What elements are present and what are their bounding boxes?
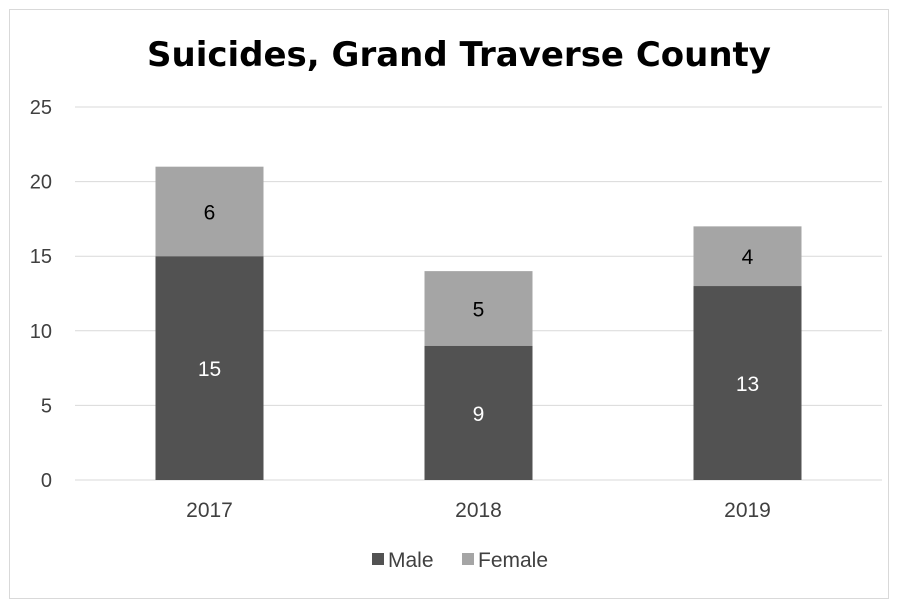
legend-label-female: Female <box>478 549 548 572</box>
bar-male-2018 <box>424 345 533 480</box>
data-label-male-2017: 15 <box>198 358 221 381</box>
data-label-female-2019: 4 <box>742 246 754 269</box>
y-tick-label: 20 <box>30 172 52 194</box>
bar-female-2019 <box>693 226 802 287</box>
y-tick-label: 0 <box>41 470 52 492</box>
bar-female-2017 <box>155 166 264 257</box>
chart-title: Suicides, Grand Traverse County <box>147 35 771 75</box>
y-tick-label: 10 <box>30 321 52 343</box>
x-category-label: 2017 <box>186 499 233 522</box>
y-tick-label: 5 <box>41 395 52 417</box>
y-tick-label: 15 <box>30 246 52 268</box>
data-label-female-2018: 5 <box>473 298 485 321</box>
data-label-male-2018: 9 <box>473 403 485 426</box>
bar-male-2017 <box>155 256 264 480</box>
y-axis-ticks: 0 5 10 15 20 25 <box>30 97 52 492</box>
legend-swatch-female <box>462 553 474 565</box>
data-label-female-2017: 6 <box>204 201 216 224</box>
x-category-label: 2018 <box>455 499 502 522</box>
bars: 15 6 9 5 13 4 <box>155 166 802 480</box>
data-label-male-2019: 13 <box>736 373 759 396</box>
x-axis-categories: 2017 2018 2019 <box>186 499 771 522</box>
legend-swatch-male <box>372 553 384 565</box>
legend-label-male: Male <box>388 549 434 572</box>
bar-female-2018 <box>424 271 533 346</box>
legend: Male Female <box>372 549 548 572</box>
y-tick-label: 25 <box>30 97 52 119</box>
bar-male-2019 <box>693 286 802 480</box>
x-category-label: 2019 <box>724 499 771 522</box>
